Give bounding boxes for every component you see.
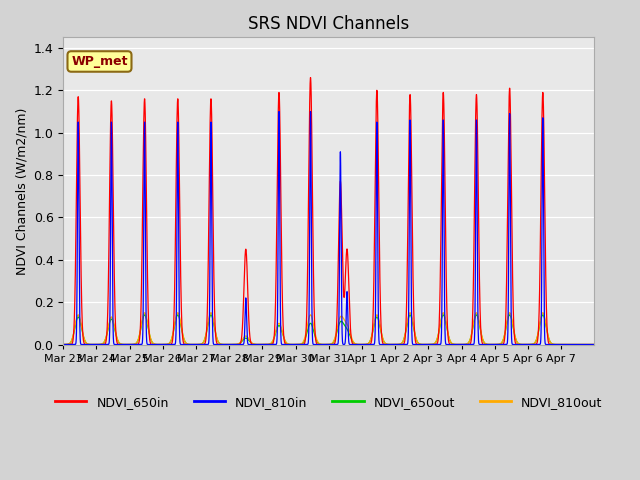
NDVI_650out <box>531 340 539 346</box>
NDVI_650out <box>539 312 547 318</box>
NDVI_810out <box>591 342 598 348</box>
Line: NDVI_810out: NDVI_810out <box>63 313 595 345</box>
NDVI_650in <box>569 342 577 348</box>
NDVI_810in <box>483 342 490 348</box>
NDVI_810out <box>569 342 577 348</box>
NDVI_650in <box>483 342 490 348</box>
NDVI_650out <box>591 342 598 348</box>
NDVI_810in <box>569 342 577 348</box>
Y-axis label: NDVI Channels (W/m2/nm): NDVI Channels (W/m2/nm) <box>15 107 28 275</box>
NDVI_650out <box>60 342 67 348</box>
NDVI_810in <box>275 108 283 114</box>
NDVI_810out <box>539 310 547 316</box>
NDVI_810in <box>60 342 67 348</box>
NDVI_810out <box>112 331 120 336</box>
NDVI_650out <box>483 341 490 347</box>
NDVI_810in <box>194 342 202 348</box>
NDVI_810out <box>60 342 67 348</box>
NDVI_650in <box>194 342 202 348</box>
NDVI_650in <box>307 75 314 81</box>
NDVI_650out <box>112 332 120 337</box>
Legend: NDVI_650in, NDVI_810in, NDVI_650out, NDVI_810out: NDVI_650in, NDVI_810in, NDVI_650out, NDV… <box>50 391 607 414</box>
NDVI_810out <box>495 341 503 347</box>
NDVI_650in <box>112 330 120 336</box>
NDVI_650in <box>531 342 539 348</box>
Line: NDVI_650in: NDVI_650in <box>63 78 595 345</box>
NDVI_810out <box>194 342 202 348</box>
NDVI_810in <box>591 342 598 348</box>
NDVI_810in <box>567 342 575 348</box>
NDVI_810out <box>531 340 539 346</box>
Text: WP_met: WP_met <box>71 55 128 68</box>
Line: NDVI_810in: NDVI_810in <box>63 111 595 345</box>
NDVI_810in <box>531 342 539 348</box>
Title: SRS NDVI Channels: SRS NDVI Channels <box>248 15 410 33</box>
NDVI_810in <box>495 342 503 348</box>
NDVI_650out <box>495 341 503 347</box>
NDVI_650in <box>495 342 503 348</box>
Line: NDVI_650out: NDVI_650out <box>63 315 595 345</box>
NDVI_650out <box>194 342 202 348</box>
NDVI_650in <box>60 342 67 348</box>
NDVI_810out <box>483 341 490 347</box>
NDVI_810in <box>112 342 120 348</box>
NDVI_650in <box>591 342 598 348</box>
NDVI_650out <box>569 342 577 348</box>
